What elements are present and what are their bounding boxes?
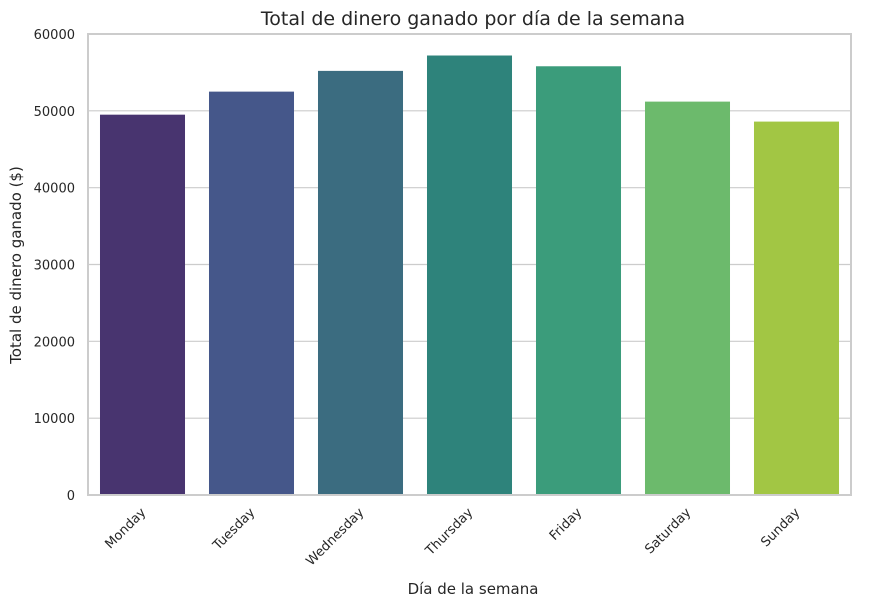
y-tick-label: 0 [67,489,75,504]
x-tick-label: Monday [102,505,149,552]
y-axis-label: Total de dinero ganado ($) [7,166,25,365]
y-tick-label: 20000 [34,335,75,350]
x-tick-label: Friday [547,505,586,544]
bar-sunday [753,121,840,495]
x-tick-label: Thursday [422,505,476,559]
bar-monday [99,114,186,496]
bar-thursday [426,55,513,495]
x-tick-label: Tuesday [210,505,259,554]
y-tick-label: 60000 [34,28,75,43]
y-tick-label: 50000 [34,105,75,120]
y-tick-label: 30000 [34,259,75,274]
x-axis-label: Día de la semana [408,580,539,598]
bar-friday [535,66,622,496]
x-tick-label: Sunday [758,505,803,550]
bar-saturday [644,101,731,495]
bars [99,55,840,496]
chart-title: Total de dinero ganado por día de la sem… [260,8,685,30]
x-tick-label: Wednesday [304,505,368,569]
y-tick-label: 10000 [34,412,75,427]
x-tick-labels: Monday Tuesday Wednesday Thursday Friday Satu… [102,505,803,569]
bar-wednesday [317,70,404,495]
plot-frame [87,33,852,496]
y-tick-labels: 0 10000 20000 30000 40000 50000 60000 [34,28,75,504]
bar-tuesday [208,91,295,495]
y-tick-label: 40000 [34,182,75,197]
x-tick-label: Saturday [642,505,694,557]
